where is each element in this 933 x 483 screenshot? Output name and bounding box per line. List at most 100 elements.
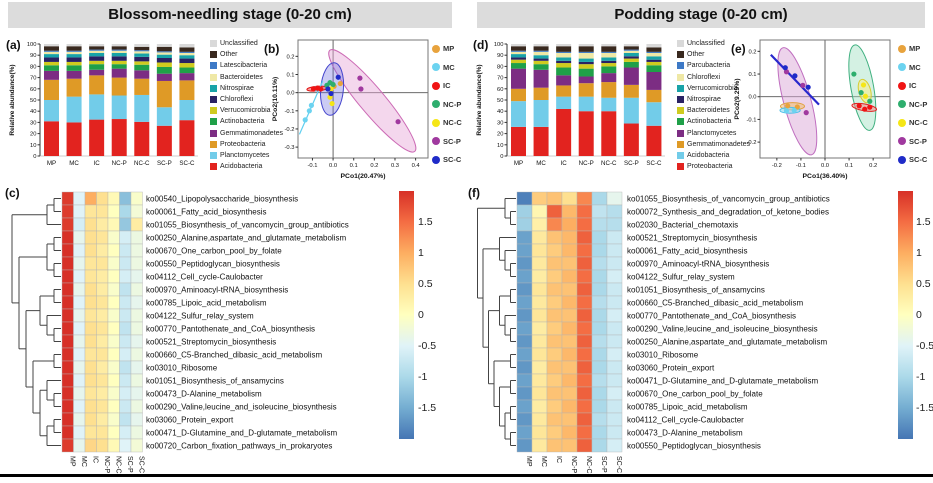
colorbar-tick-label: -1.5 xyxy=(916,402,933,414)
group-legend-podding-item: NC-C xyxy=(898,118,928,127)
header-podding-stage: Podding stage (0-20 cm) xyxy=(477,2,925,28)
group-legend-blossom-item: SC-P xyxy=(432,137,462,146)
legend-color-chip xyxy=(677,84,684,92)
sample-point-IC xyxy=(318,86,324,92)
bar-segment xyxy=(134,50,150,52)
bar-segment xyxy=(578,46,594,52)
heatmap-cell xyxy=(61,334,74,349)
heatmap-cell xyxy=(96,399,109,414)
heatmap-cell xyxy=(130,230,143,245)
bar-segment xyxy=(533,44,549,47)
svg-text:0.1: 0.1 xyxy=(286,72,294,78)
bar-segment xyxy=(511,46,526,51)
bar-segment xyxy=(134,56,150,62)
pathway-row-label: ko00061_Fatty_acid_biosynthesis xyxy=(146,207,267,216)
heatmap-cell xyxy=(130,191,143,206)
sample-point-SC-P xyxy=(357,75,363,81)
svg-text:SC-C: SC-C xyxy=(646,160,662,167)
heatmap-cell xyxy=(516,191,533,206)
heatmap-cell xyxy=(546,438,563,453)
legend-color-chip xyxy=(677,140,684,148)
heatmap-cell xyxy=(84,217,97,232)
svg-text:60: 60 xyxy=(30,87,36,93)
legend-color-chip xyxy=(432,81,440,90)
group-legend-podding-item: SC-C xyxy=(898,155,928,164)
bar-segment xyxy=(134,51,150,54)
heatmap-cell xyxy=(130,217,143,232)
heatmap-cell xyxy=(73,256,86,271)
heatmap-cell xyxy=(61,295,74,310)
legend-color-chip xyxy=(210,73,217,81)
heatmap-cell xyxy=(96,243,109,258)
heatmap-cell xyxy=(576,438,593,453)
svg-text:-0.1: -0.1 xyxy=(747,117,757,123)
heatmap-cell xyxy=(84,230,97,245)
bar-segment xyxy=(578,44,594,47)
group-legend-podding-item: IC xyxy=(898,81,928,90)
legend-color-chip xyxy=(898,155,906,164)
svg-text:0.1: 0.1 xyxy=(748,72,756,78)
heatmap-cell xyxy=(96,334,109,349)
bar-segment xyxy=(89,64,105,70)
bar-segment xyxy=(89,46,105,50)
heatmap-cell xyxy=(73,438,86,453)
taxa-legend-blossom-item: Acidobacteria xyxy=(210,163,283,171)
heatmap-cell xyxy=(73,204,86,219)
bar-segment xyxy=(89,52,105,57)
sample-point-SC-C xyxy=(335,74,341,80)
heatmap-cell xyxy=(119,269,132,284)
legend-color-chip xyxy=(210,118,217,126)
bar-segment xyxy=(89,56,105,61)
heatmap-cell xyxy=(107,425,120,440)
heatmap-cell xyxy=(130,386,143,401)
heatmap-cell xyxy=(591,425,608,440)
heatmap-cell xyxy=(576,321,593,336)
bar-segment xyxy=(66,51,82,55)
sample-point-NC-P xyxy=(858,90,864,96)
colorbar-tick-label: 0 xyxy=(418,309,424,321)
bar-segment xyxy=(134,121,150,156)
svg-text:-0.1: -0.1 xyxy=(307,163,317,169)
bar-segment xyxy=(44,46,59,51)
pathway-row-label: ko01051_Biosynthesis_of_ansamycins xyxy=(627,285,765,294)
bar-segment xyxy=(111,60,127,65)
heatmap-cell xyxy=(606,217,623,232)
heatmap-cell xyxy=(130,256,143,271)
heatmap-cell xyxy=(546,347,563,362)
heatmap-cell xyxy=(96,256,109,271)
heatmap-cell xyxy=(61,360,74,375)
colorbar-tick-label: 0 xyxy=(916,309,922,321)
heatmap-cell xyxy=(576,360,593,375)
heatmap-cell xyxy=(531,347,548,362)
heatmap-cell xyxy=(591,269,608,284)
legend-label: Bacteroidetes xyxy=(220,73,263,81)
heatmap-cell xyxy=(130,308,143,323)
pathway-row-label: ko00471_D-Glutamine_and_D-glutamate_meta… xyxy=(627,376,819,385)
heatmap-cell xyxy=(107,347,120,362)
heatmap-cell xyxy=(576,425,593,440)
heatmap-cell xyxy=(96,425,109,440)
legend-color-chip xyxy=(210,62,217,70)
heatmap-cell xyxy=(96,191,109,206)
bar-segment xyxy=(156,125,172,156)
bar-segment xyxy=(556,46,572,52)
heatmap-cell xyxy=(84,256,97,271)
svg-text:0.3: 0.3 xyxy=(391,163,399,169)
svg-text:0.0: 0.0 xyxy=(329,163,337,169)
heatmap-cell xyxy=(606,425,623,440)
bar-segment xyxy=(578,61,594,65)
heatmap-cell xyxy=(591,399,608,414)
heatmap-cell xyxy=(130,243,143,258)
legend-color-chip xyxy=(898,63,906,71)
bar-segment xyxy=(89,75,105,95)
bar-segment xyxy=(111,95,127,120)
heatmap-cell xyxy=(84,191,97,206)
sample-point-SC-P xyxy=(358,86,364,92)
sample-column-label: NC-C xyxy=(585,456,592,474)
svg-text:100: 100 xyxy=(494,42,504,48)
bar-segment xyxy=(511,51,526,55)
sample-point-NC-C xyxy=(862,93,869,99)
colorbar-tick-label: 1 xyxy=(418,247,424,259)
dendrogram-c xyxy=(11,198,61,446)
bar-segment xyxy=(533,100,549,127)
